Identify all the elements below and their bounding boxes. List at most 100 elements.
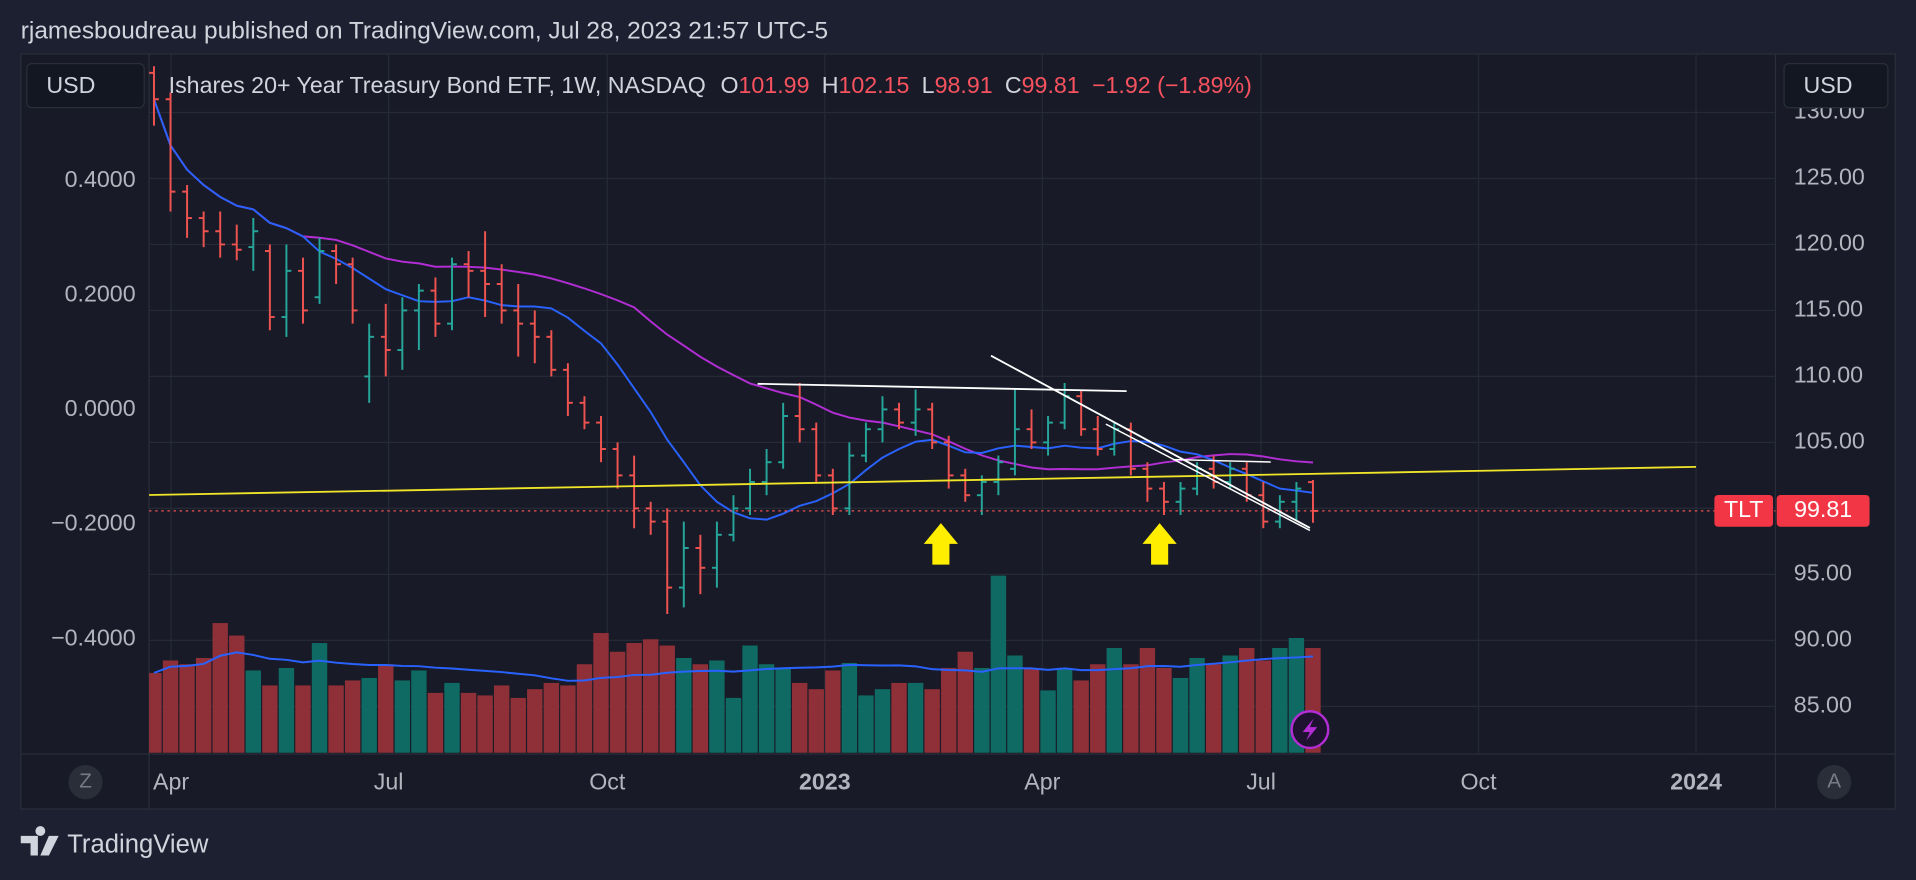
volume-bar xyxy=(212,623,228,753)
volume-bar xyxy=(245,670,262,753)
volume-bar xyxy=(427,692,444,753)
price-tag-label: 99.81 xyxy=(1794,496,1852,522)
currency-button[interactable] xyxy=(1783,63,1889,109)
currency-button[interactable] xyxy=(26,63,145,109)
x-tick-label: 2024 xyxy=(1670,768,1722,794)
legend: Ishares 20+ Year Treasury Bond ETF, 1W, … xyxy=(169,72,1252,98)
auto-button-label: A xyxy=(1827,770,1841,793)
y2-tick-label: 0.4000 xyxy=(65,166,136,192)
legend-open: 101.99 xyxy=(739,72,810,98)
volume-bar xyxy=(1222,655,1238,753)
volume-bar xyxy=(278,667,295,753)
volume-bar xyxy=(1123,664,1139,753)
volume-bar xyxy=(344,680,361,753)
y-tick-label: 85.00 xyxy=(1794,691,1852,717)
price-tag xyxy=(1776,495,1870,527)
volume-bar xyxy=(229,635,245,753)
volume-bar xyxy=(1255,660,1271,753)
volume-bar xyxy=(460,692,477,753)
legend-close: 99.81 xyxy=(1022,72,1080,98)
legend-high: 102.15 xyxy=(838,72,909,98)
volume-bar xyxy=(262,685,278,753)
y-tick-label: 125.00 xyxy=(1794,164,1865,190)
volume-bar xyxy=(1156,667,1172,753)
volume-bar xyxy=(858,695,874,753)
volume-bar xyxy=(1172,677,1189,753)
volume-bar xyxy=(924,689,940,753)
legend-c-label: C xyxy=(1005,72,1022,98)
x-tick-label: Jul xyxy=(1246,768,1276,794)
y2-tick-label: −0.4000 xyxy=(51,624,136,650)
legend-title: Ishares 20+ Year Treasury Bond ETF, 1W, … xyxy=(169,72,706,98)
brand-logo xyxy=(20,826,59,856)
legend-l-label: L xyxy=(922,72,935,98)
volume-bar xyxy=(593,633,609,753)
volume-bar xyxy=(907,682,924,753)
y2-tick-label: −0.2000 xyxy=(51,510,136,536)
drawings xyxy=(149,354,1697,750)
volume-bar xyxy=(1272,648,1288,753)
trendline xyxy=(1105,423,1311,532)
volume-bar xyxy=(974,667,990,753)
volume-bar xyxy=(1139,648,1156,753)
volume-bar xyxy=(1056,667,1073,753)
y-tick-label: 110.00 xyxy=(1794,362,1863,388)
volume-bar xyxy=(676,657,692,753)
x-tick-label: Apr xyxy=(1024,768,1060,794)
volume-bar xyxy=(1073,680,1089,753)
volume-bar xyxy=(742,645,758,753)
volume-bar xyxy=(394,680,411,753)
volume-bar xyxy=(510,697,526,753)
volume-bar xyxy=(725,697,742,753)
trendline-yellow xyxy=(149,465,1697,496)
volume-bar xyxy=(941,667,957,753)
volume-bar xyxy=(626,643,642,753)
volume-bar xyxy=(411,670,427,753)
volume-bar xyxy=(891,682,907,753)
y-tick-label: 115.00 xyxy=(1794,296,1863,322)
y-tick-label: 105.00 xyxy=(1794,428,1865,454)
zoom-button[interactable] xyxy=(68,765,103,800)
volume-bar xyxy=(493,685,510,753)
volume-bar xyxy=(692,664,709,753)
volume-bar xyxy=(1023,667,1040,753)
volume-bar xyxy=(328,685,344,753)
volume-bar xyxy=(560,685,576,753)
volume-bar xyxy=(642,639,659,753)
legend-o-label: O xyxy=(720,72,738,98)
volume-bar xyxy=(477,695,493,753)
zoom-button-label: Z xyxy=(79,770,92,793)
volume-bar xyxy=(576,664,593,753)
volume-bar xyxy=(1007,655,1023,753)
volume-bar xyxy=(841,662,858,753)
x-tick-label: Apr xyxy=(153,768,189,794)
trendline xyxy=(757,382,1127,393)
volume-bar xyxy=(791,682,808,753)
volume-bar xyxy=(1189,657,1205,753)
volume-bar xyxy=(990,575,1007,753)
volume-bar xyxy=(775,667,791,753)
trendline xyxy=(1173,458,1271,463)
event-bolt xyxy=(1302,718,1318,741)
volume-ma xyxy=(153,651,1314,682)
currency-right: USD xyxy=(1804,72,1853,98)
volume-bar xyxy=(149,672,162,753)
volume-bar xyxy=(609,651,626,753)
volume-bar xyxy=(162,660,179,753)
publish-header: rjamesboudreau published on TradingView.… xyxy=(21,17,828,44)
legend-change: −1.92 (−1.89%) xyxy=(1092,72,1252,98)
auto-button[interactable] xyxy=(1817,765,1852,800)
volume-bar xyxy=(709,660,725,753)
volume-bar xyxy=(444,682,460,753)
x-tick-label: Oct xyxy=(1460,768,1497,794)
volume-bar xyxy=(825,670,841,753)
y-tick-label: 90.00 xyxy=(1794,625,1852,651)
trendline xyxy=(990,354,1311,529)
volume-bar xyxy=(295,685,311,753)
ma-slow xyxy=(153,98,1314,471)
volume-bar xyxy=(527,689,543,753)
volume-bar xyxy=(874,689,891,753)
volume-bar xyxy=(808,689,824,753)
